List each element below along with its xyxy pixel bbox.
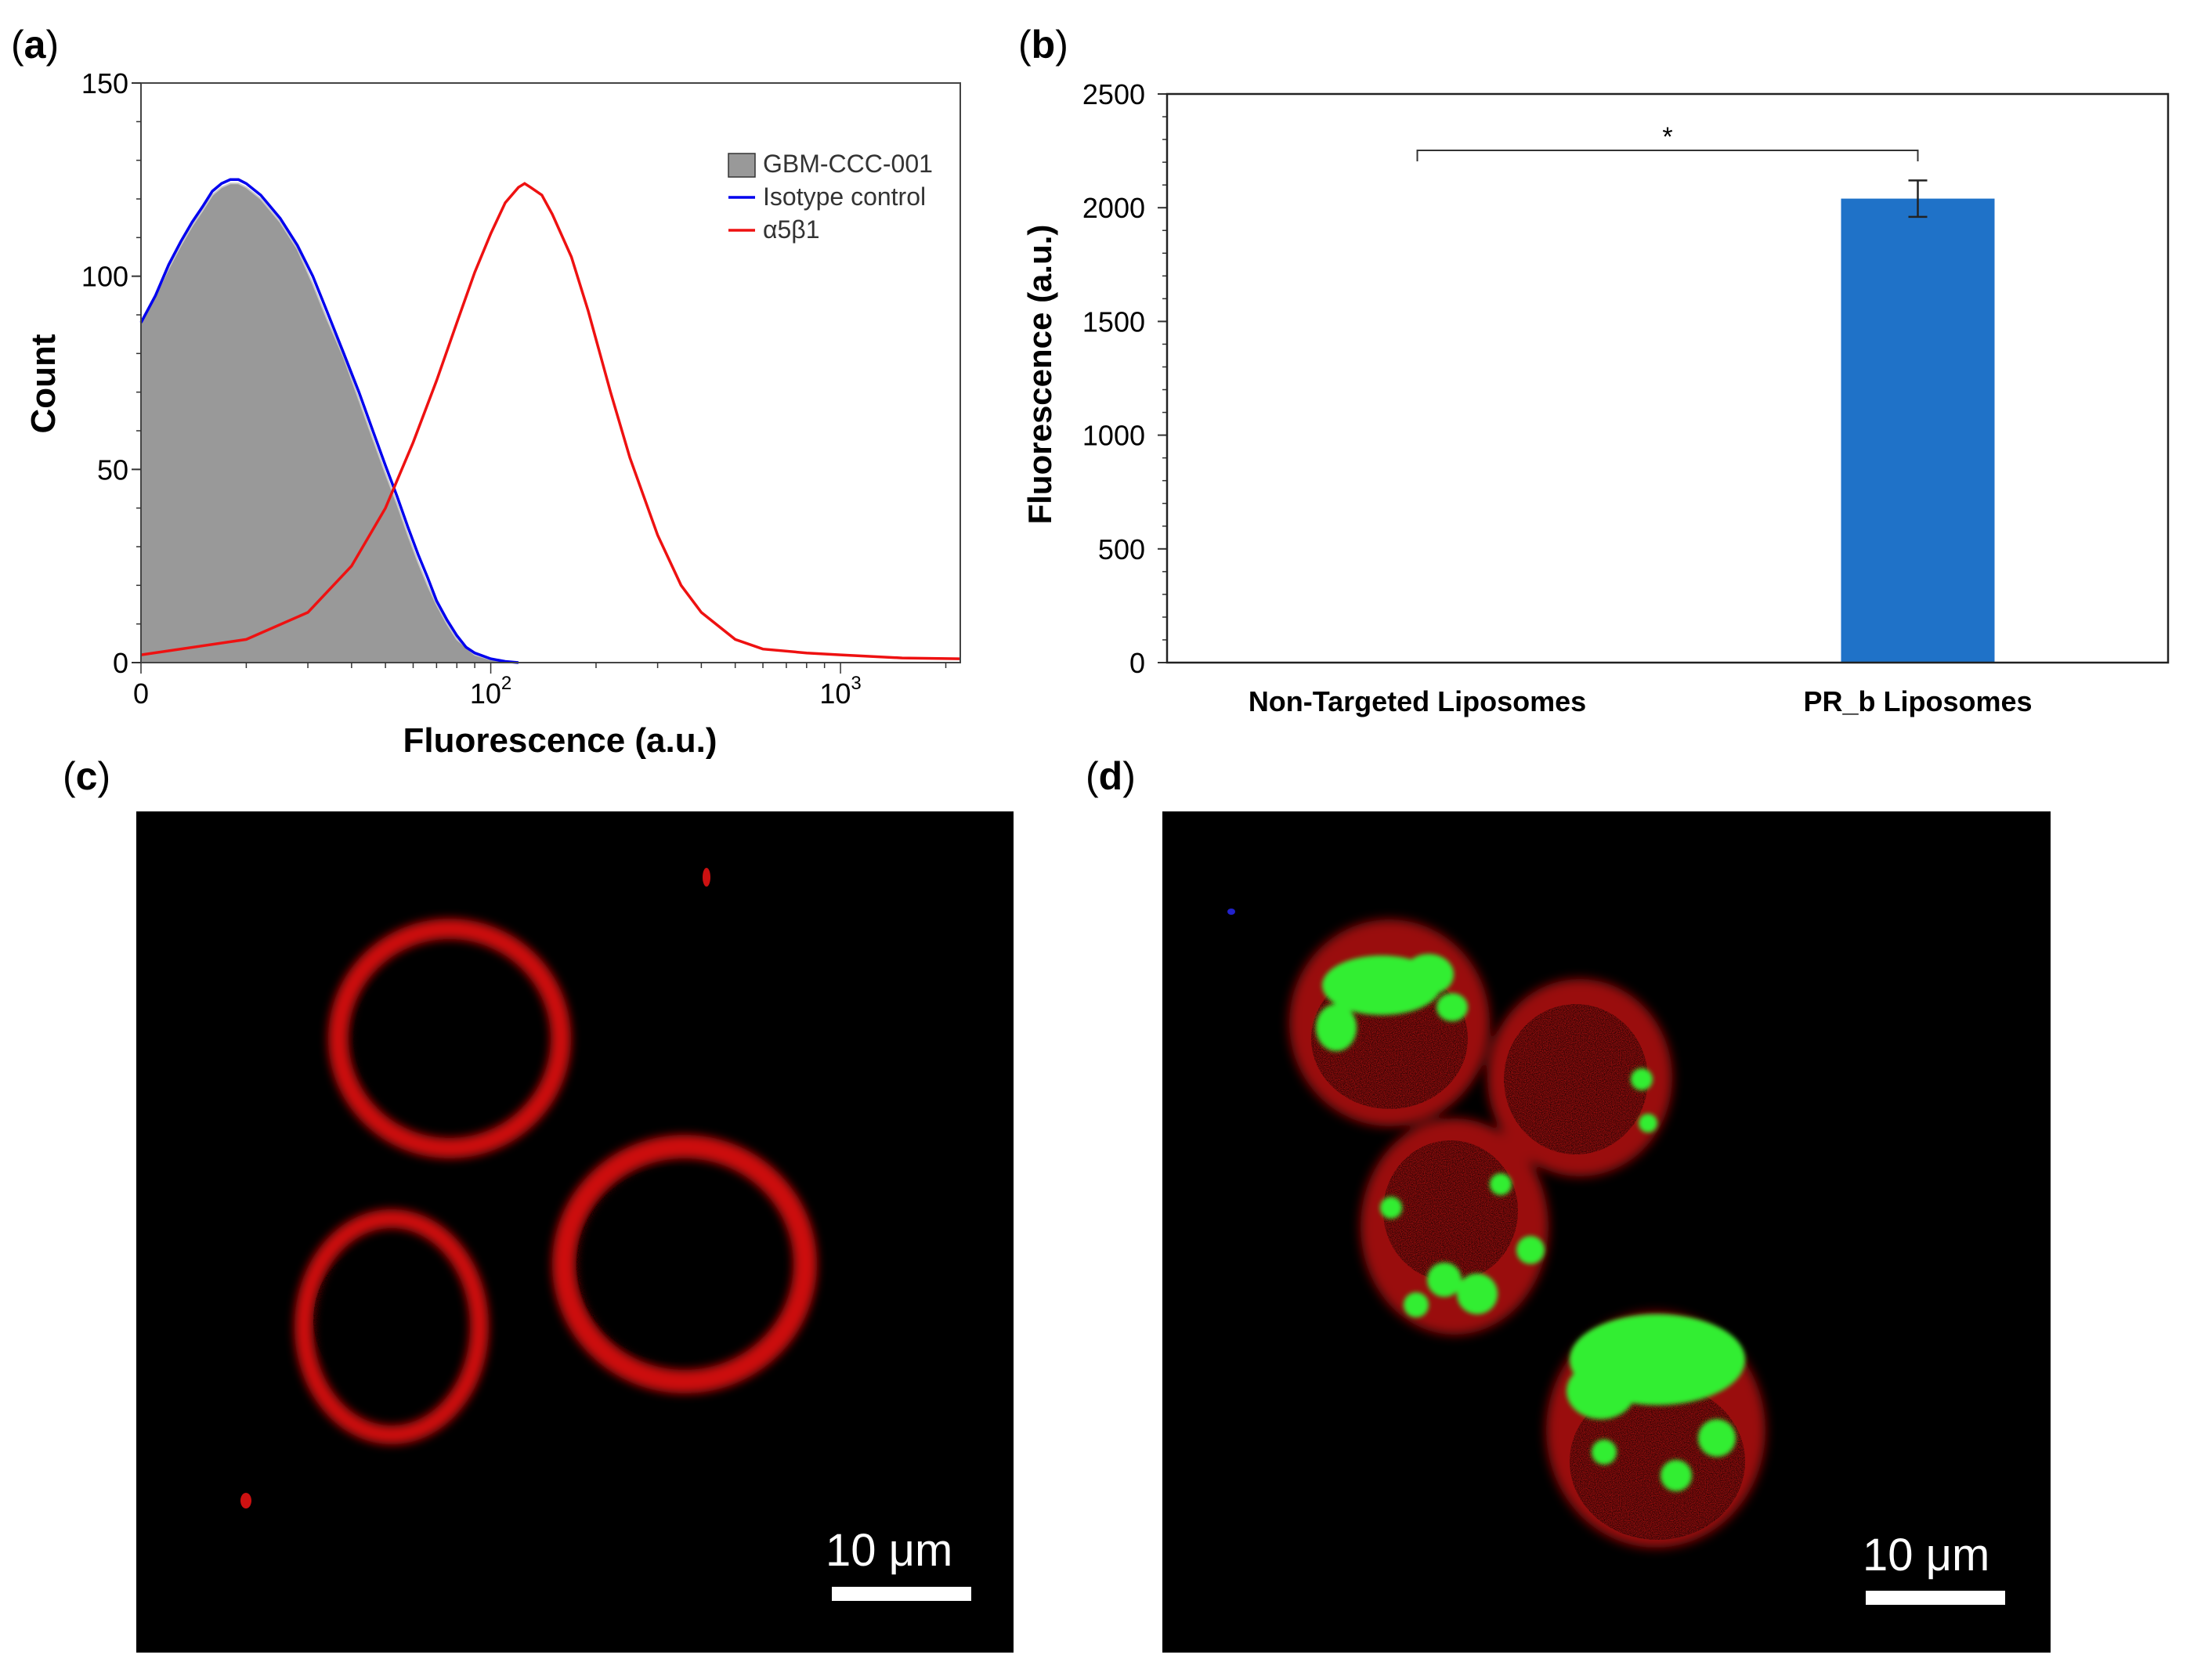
y-axis-label: Count — [24, 334, 63, 433]
y-tick-label: 100 — [81, 261, 128, 293]
series-line-a5b1 — [140, 182, 961, 660]
scale-bar-label: 10 μm — [826, 1525, 953, 1576]
x-tick-label: 0 — [133, 677, 149, 710]
y-axis-label: Fluorescence (a.u.) — [1021, 225, 1058, 525]
micrograph-d: 10 μm — [1162, 811, 2051, 1653]
panel-label-d: (d) — [1086, 754, 1136, 798]
y-tick-label: 500 — [1098, 533, 1145, 565]
plot-frame — [1165, 92, 2170, 664]
y-tick-label: 1500 — [1082, 305, 1145, 338]
significance-bracket — [1416, 150, 1919, 161]
x-category-label: PR_b Liposomes — [1803, 685, 2032, 717]
significance-marker: * — [1662, 122, 1672, 152]
cell-membrane — [295, 919, 817, 1444]
liposome-signal — [1316, 954, 1745, 1491]
debris — [240, 868, 710, 1508]
y-tick-label: 0 — [113, 647, 128, 679]
legend-swatch-gbm — [728, 153, 756, 178]
panel-label-a: (a) — [11, 23, 60, 67]
y-tick-label: 2000 — [1082, 192, 1145, 224]
y-tick-label: 2500 — [1082, 78, 1145, 110]
debris — [1227, 909, 1235, 915]
micrograph-c: 10 μm — [136, 811, 1014, 1653]
scale-bar — [1866, 1591, 2005, 1605]
panel-label-b: (b) — [1018, 23, 1068, 67]
x-tick-label: 102 — [470, 673, 511, 710]
legend-entry: GBM-CCC-001 — [763, 150, 933, 178]
cell-nucleus — [313, 952, 777, 1394]
legend-entry: α5β1 — [763, 215, 820, 244]
scale-bar — [832, 1587, 971, 1601]
y-tick-label: 1000 — [1082, 420, 1145, 452]
x-tick-label: 103 — [819, 673, 861, 710]
bar-chart: 0 500 1000 1500 2000 2500 Non-Targeted Liposom… — [1021, 78, 2170, 717]
x-axis-label: Fluorescence (a.u.) — [403, 721, 717, 760]
panel-label-c: (c) — [63, 754, 111, 798]
cells-image-d — [1227, 909, 1765, 1548]
legend-entry: Isotype control — [763, 182, 926, 211]
y-tick-label: 0 — [1129, 647, 1145, 679]
plot-frame — [140, 82, 961, 663]
series-line-isotype — [139, 178, 519, 664]
y-tick-label: 150 — [81, 67, 128, 99]
y-tick-label: 50 — [97, 453, 128, 486]
bar-pr-b — [1841, 198, 1995, 663]
scale-bar-label: 10 μm — [1863, 1530, 1990, 1581]
x-category-label: Non-Targeted Liposomes — [1249, 685, 1586, 717]
histogram-chart: 0 50 100 150 0 102 103 GBM-CCC-001 Isotype cont… — [24, 67, 961, 760]
cells-image-c — [240, 868, 817, 1508]
